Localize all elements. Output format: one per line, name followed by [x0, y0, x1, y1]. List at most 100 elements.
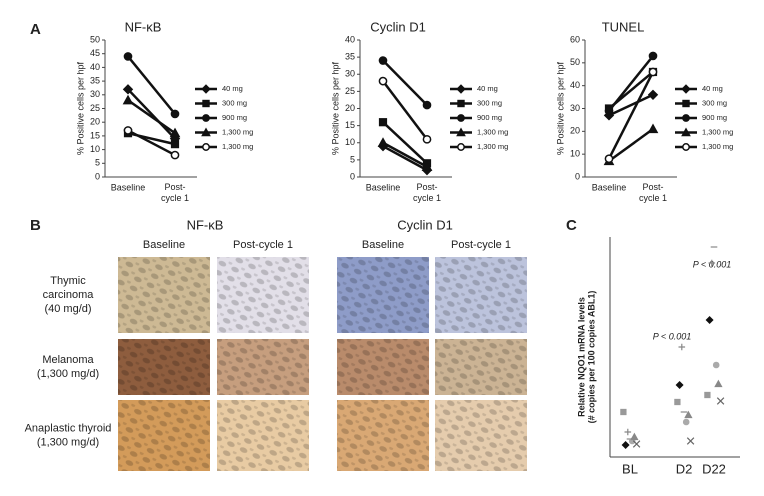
y-tick-label: 35 — [345, 52, 355, 62]
legend-label: 900 mg — [222, 113, 247, 122]
micrograph-texture — [337, 339, 429, 395]
legend-marker — [457, 143, 465, 151]
series-line — [127, 88, 176, 140]
legend-label: 1,300 mg — [477, 127, 508, 136]
data-point — [648, 51, 658, 61]
data-point — [648, 67, 658, 77]
legend-marker — [682, 114, 690, 122]
y-tick-label: 15 — [345, 120, 355, 130]
row-label: (40 mg/d) — [44, 303, 91, 315]
legend-marker — [456, 127, 466, 137]
micrograph-texture — [217, 400, 309, 471]
micrograph-texture — [118, 257, 210, 333]
chart-title: NF-κB — [125, 19, 162, 34]
y-tick-label: 20 — [90, 117, 100, 127]
y-tick-label: 60 — [570, 34, 580, 44]
y-axis-label: % Positive cells per hpf — [330, 61, 340, 155]
section-title: NF-κB — [187, 217, 224, 232]
series-line — [382, 141, 428, 168]
y-tick-label: 0 — [575, 171, 580, 181]
x-tick-label: Baseline — [111, 182, 146, 192]
legend-label: 1,300 mg — [222, 127, 253, 136]
legend-marker — [681, 127, 691, 137]
column-header: Baseline — [143, 239, 185, 251]
data-point — [421, 161, 433, 171]
micrograph-texture — [217, 339, 309, 395]
column-header: Baseline — [362, 239, 404, 251]
y-tick-label: 45 — [90, 48, 100, 58]
micrograph-texture — [337, 257, 429, 333]
panel-label: A — [30, 21, 41, 38]
legend-marker — [201, 127, 211, 137]
legend-marker — [681, 84, 691, 94]
annotation: P < 0.001 — [653, 331, 691, 341]
data-point — [624, 428, 632, 436]
legend-marker — [202, 143, 210, 151]
y-tick-label: 30 — [90, 89, 100, 99]
data-point — [712, 361, 720, 369]
data-point — [378, 56, 388, 65]
series-line — [608, 93, 654, 117]
data-point — [621, 440, 630, 450]
data-point — [122, 84, 134, 95]
micrograph-texture — [337, 400, 429, 471]
legend-marker — [456, 84, 466, 94]
x-tick-label: Post-cycle 1 — [639, 182, 667, 203]
legend-label: 40 mg — [222, 84, 243, 93]
legend-label: 900 mg — [477, 113, 502, 122]
y-tick-label: 40 — [90, 62, 100, 72]
y-axis-label: (# copies per 100 copies ABL1) — [586, 291, 596, 424]
x-tick-label: D22 — [702, 461, 726, 476]
data-point — [686, 437, 695, 445]
y-tick-label: 10 — [570, 149, 580, 159]
row-label: (1,300 mg/d) — [37, 436, 99, 448]
legend-label: 300 mg — [222, 98, 247, 107]
data-point — [714, 379, 723, 388]
legend-marker — [682, 143, 690, 151]
micrograph-texture — [435, 339, 527, 395]
data-point — [647, 89, 659, 101]
series-line — [607, 71, 655, 160]
legend-label: 300 mg — [702, 98, 727, 107]
legend-label: 40 mg — [702, 84, 723, 93]
micrograph-texture — [435, 400, 527, 471]
y-tick-label: 0 — [95, 171, 100, 181]
data-point — [378, 118, 388, 127]
series-line — [608, 55, 654, 112]
series-line — [127, 129, 176, 157]
series-line — [382, 59, 428, 106]
series-line — [382, 80, 428, 141]
y-tick-label: 40 — [570, 80, 580, 90]
micrograph-texture — [217, 257, 309, 333]
legend-marker — [202, 99, 210, 108]
micrograph-texture — [435, 257, 527, 333]
data-point — [170, 140, 180, 149]
row-label: Melanoma — [42, 354, 94, 366]
data-point — [674, 398, 681, 406]
chart-title: TUNEL — [602, 19, 645, 34]
y-tick-label: 0 — [350, 171, 355, 181]
y-tick-label: 35 — [90, 75, 100, 85]
y-axis-label: % Positive cells per hpf — [75, 61, 85, 155]
micrograph-texture — [118, 400, 210, 471]
y-tick-label: 50 — [90, 34, 100, 44]
y-tick-label: 30 — [570, 103, 580, 113]
legend-label: 1,300 mg — [222, 142, 253, 151]
data-point — [705, 315, 714, 325]
data-point — [620, 408, 627, 416]
data-point — [675, 380, 684, 390]
panel-label: B — [30, 217, 41, 234]
data-point — [422, 134, 432, 144]
legend-marker — [202, 114, 210, 122]
legend-marker — [201, 84, 211, 94]
x-tick-label: Post-cycle 1 — [161, 182, 189, 203]
y-tick-label: 5 — [350, 154, 355, 164]
data-point — [647, 123, 659, 134]
y-tick-label: 10 — [90, 144, 100, 154]
data-point — [684, 410, 693, 419]
y-tick-label: 25 — [90, 103, 100, 113]
data-point — [170, 150, 180, 160]
x-tick-label: Baseline — [592, 182, 627, 192]
legend-label: 1,300 mg — [702, 142, 733, 151]
series-line — [382, 145, 428, 172]
